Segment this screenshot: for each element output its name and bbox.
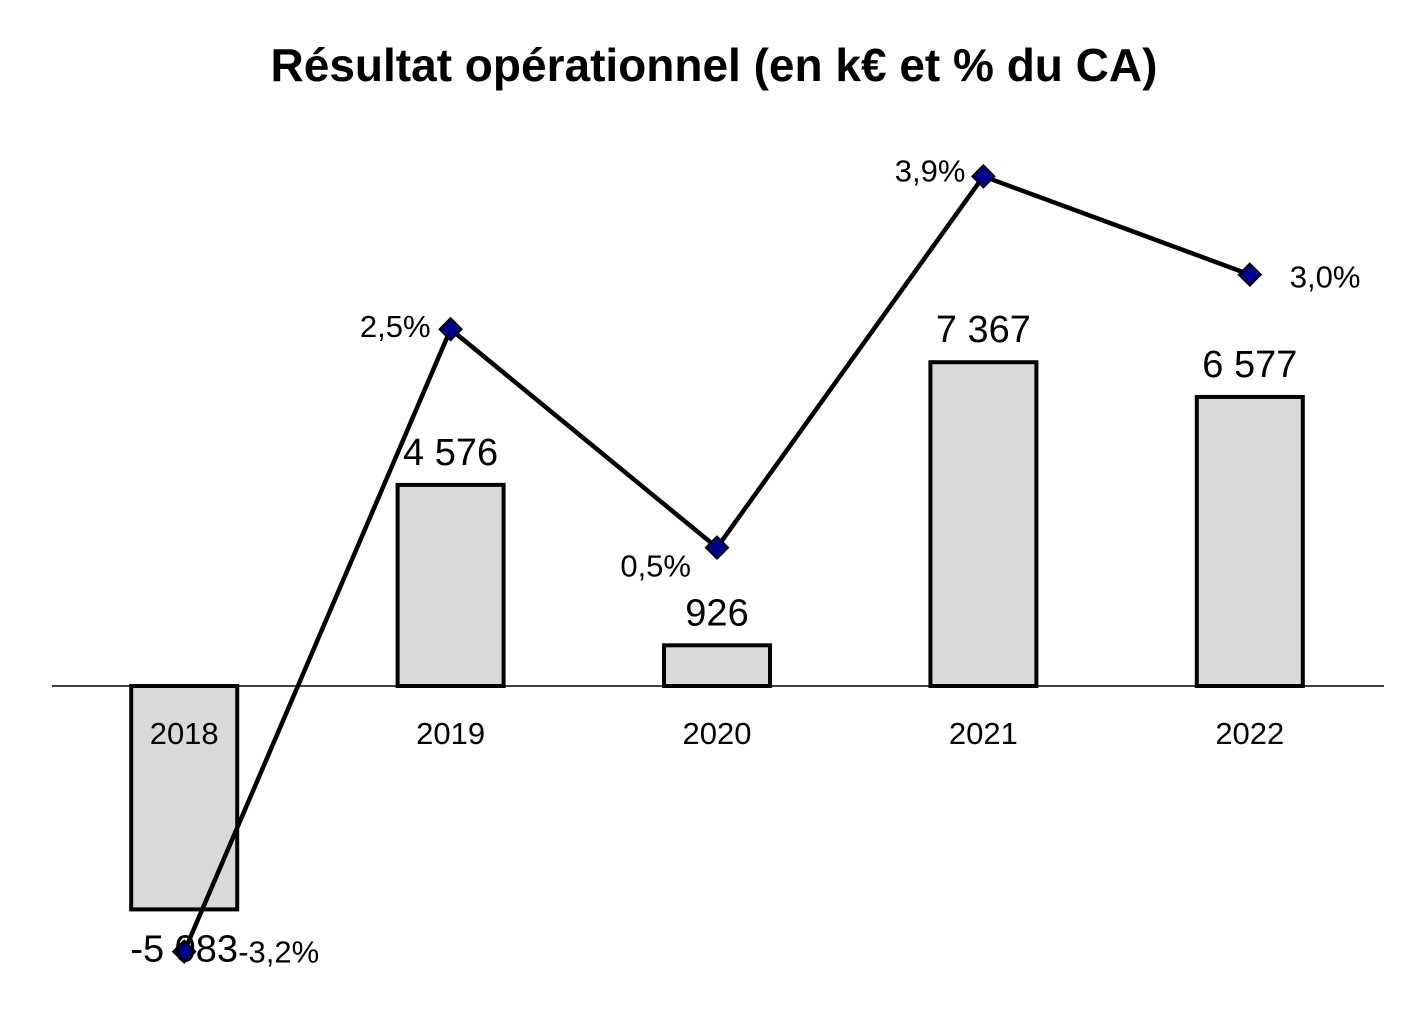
marker-2022 [1237, 262, 1263, 288]
category-axis: 2018 2019 2020 2021 2022 [150, 716, 1285, 751]
bar-2020 [662, 643, 772, 689]
percent-label-2019: 2,5% [360, 309, 431, 344]
data-labels-layer: -5 083 4 576 926 7 367 6 577 -3,2% 2,5% 0,5% 3,9… [130, 153, 1360, 970]
percentage-line [182, 173, 1251, 953]
chart-title: Résultat opérationnel (en k€ et % du CA) [270, 39, 1158, 91]
bar-value-label-2022: 6 577 [1202, 344, 1297, 386]
marker-2020 [704, 535, 730, 561]
x-tick-label-2021: 2021 [949, 716, 1018, 751]
marker-2018 [171, 939, 197, 965]
bar-value-label-2018: -5 083 [130, 928, 238, 970]
percent-label-2020: 0,5% [620, 549, 691, 584]
percentage-line-layer [171, 163, 1263, 965]
marker-2021 [970, 163, 996, 189]
x-tick-label-2022: 2022 [1215, 716, 1284, 751]
bar-value-label-2020: 926 [685, 592, 748, 634]
x-tick-label-2020: 2020 [683, 716, 752, 751]
marker-2019 [438, 316, 464, 342]
bars-layer [129, 360, 1305, 912]
percent-label-2021: 3,9% [895, 153, 966, 188]
bar-2019 [395, 482, 506, 688]
x-tick-label-2018: 2018 [150, 716, 219, 751]
percent-label-2022: 3,0% [1290, 260, 1361, 295]
bar-value-label-2019: 4 576 [403, 432, 498, 474]
bar-value-label-2021: 7 367 [936, 309, 1031, 351]
bar-2021 [928, 360, 1039, 688]
percent-label-2018: -3,2% [238, 935, 319, 970]
x-tick-label-2019: 2019 [416, 716, 485, 751]
bar-2022 [1194, 394, 1305, 688]
